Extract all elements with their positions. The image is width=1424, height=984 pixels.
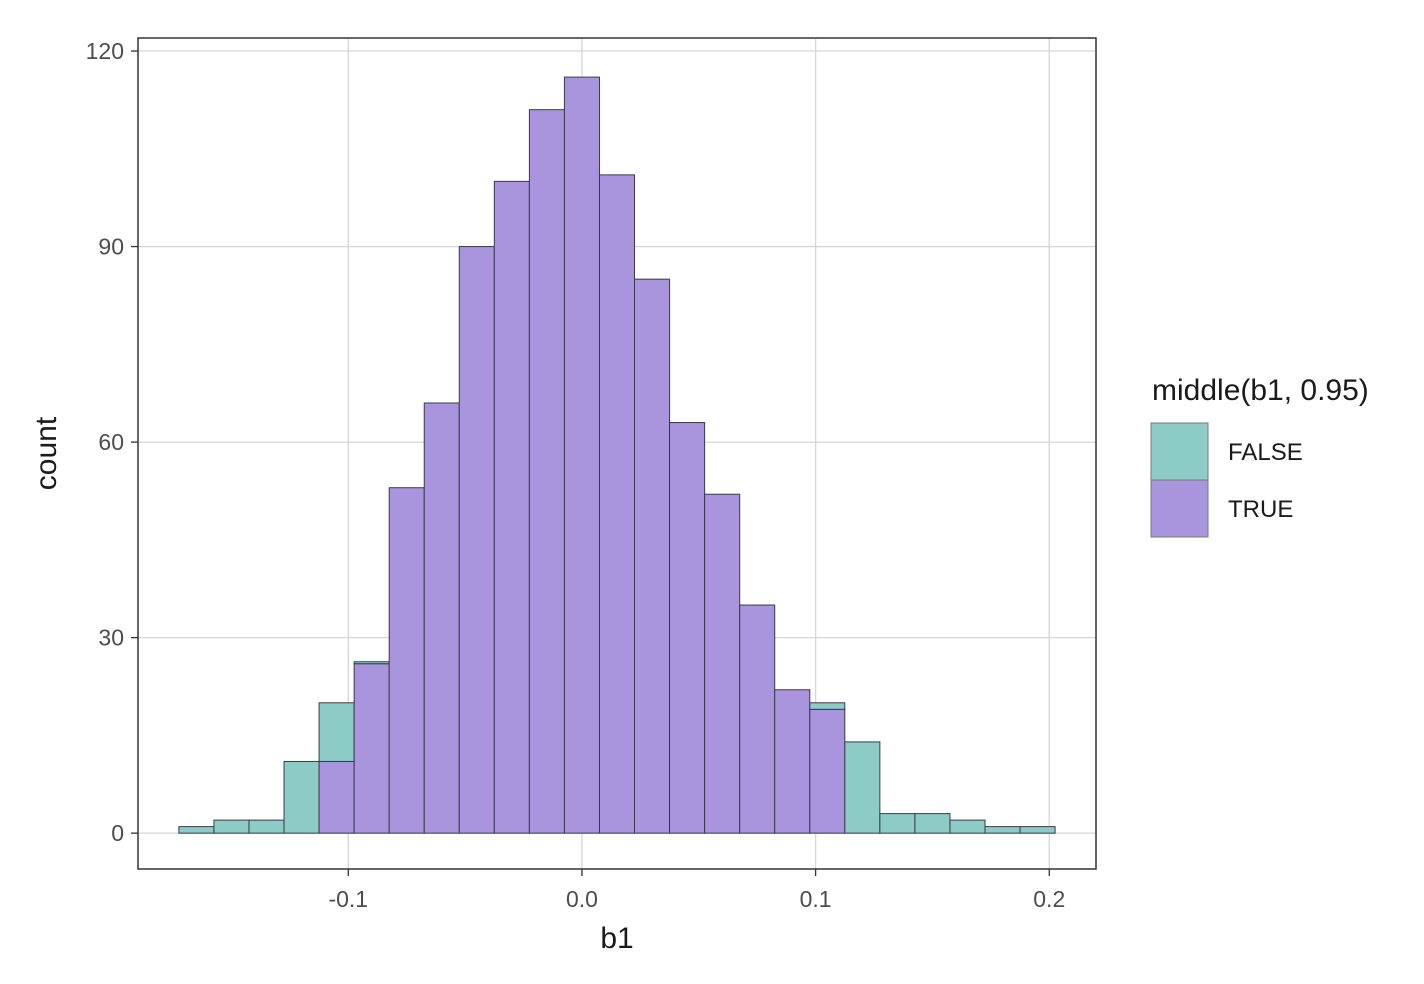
bar-true — [634, 278, 671, 834]
bar-false — [178, 826, 215, 834]
legend-label-false: FALSE — [1228, 439, 1303, 466]
bar-true — [774, 689, 811, 834]
bar-true — [704, 493, 741, 834]
y-tick-label: 0 — [111, 820, 124, 846]
bar-false — [914, 813, 951, 834]
legend: middle(b1, 0.95) FALSE TRUE — [1150, 374, 1369, 538]
bar-true — [388, 487, 425, 834]
bar-false — [353, 661, 390, 665]
bar-false — [213, 819, 250, 834]
y-tick-label: 90 — [98, 234, 124, 260]
y-axis-title: count — [30, 416, 63, 490]
y-tick-label: 60 — [98, 429, 124, 455]
y-tick-label: 120 — [86, 38, 124, 64]
axes: -0.1 0.0 0.1 0.2 0 30 60 90 120 — [86, 38, 1066, 912]
bar-false — [1019, 826, 1056, 834]
bar-false — [879, 813, 916, 834]
bar-true — [739, 604, 776, 834]
y-tick-label: 30 — [98, 625, 124, 651]
bar-false — [283, 760, 320, 834]
bar-true — [493, 180, 530, 834]
bar-true — [353, 663, 390, 834]
x-axis-title: b1 — [600, 922, 633, 955]
plot-panel-border — [137, 37, 1097, 870]
bar-false — [984, 826, 1021, 834]
legend-items: FALSE TRUE — [1150, 422, 1303, 538]
bar-false — [318, 702, 355, 762]
legend-swatch-true — [1150, 479, 1209, 538]
x-tick-label: 0.0 — [566, 886, 598, 912]
legend-label-true: TRUE — [1228, 496, 1293, 523]
bar-true — [318, 760, 355, 834]
bar-true — [528, 109, 565, 834]
bar-false — [809, 702, 846, 710]
bar-true — [669, 422, 706, 834]
bar-false — [844, 741, 881, 834]
bar-false — [248, 819, 285, 834]
bar-true — [598, 174, 636, 834]
legend-title: middle(b1, 0.95) — [1152, 374, 1369, 407]
x-tick-label: 0.2 — [1033, 886, 1065, 912]
bar-true — [809, 708, 846, 834]
legend-swatch-false — [1150, 422, 1209, 481]
bar-true — [563, 76, 600, 834]
bar-true — [458, 246, 495, 834]
x-tick-label: 0.1 — [800, 886, 832, 912]
bar-false — [949, 819, 986, 834]
bar-true — [423, 402, 460, 834]
histogram-bars — [178, 76, 1056, 834]
x-tick-label: -0.1 — [328, 886, 368, 912]
